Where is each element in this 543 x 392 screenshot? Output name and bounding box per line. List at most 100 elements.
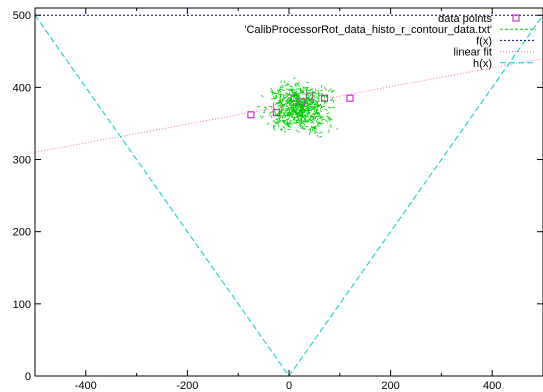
contour-segment xyxy=(308,128,312,131)
contour-segment xyxy=(290,115,294,119)
contour-segment xyxy=(286,113,290,116)
contour-segment xyxy=(306,112,308,116)
contour-segment xyxy=(289,122,293,125)
contour-segment xyxy=(293,116,297,119)
contour-segment xyxy=(308,119,313,122)
legend-label: linear fit xyxy=(453,47,492,59)
contour-segment xyxy=(318,114,323,117)
contour-segment xyxy=(301,105,305,108)
contour-segment xyxy=(314,96,318,98)
contour-segment xyxy=(316,117,319,121)
contour-segment xyxy=(307,92,311,94)
contour-segment xyxy=(296,92,301,95)
contour-segment xyxy=(317,122,322,125)
contour-segment xyxy=(293,116,296,121)
contour-segment xyxy=(278,113,282,116)
contour-segment xyxy=(278,89,282,93)
contour-segment xyxy=(296,112,298,116)
contour-segment xyxy=(303,108,307,111)
contour-segment xyxy=(330,124,332,128)
contour-segment xyxy=(309,114,313,118)
contour-segment xyxy=(303,98,306,101)
contour-segment xyxy=(273,114,277,117)
contour-segment xyxy=(295,106,298,109)
contour-segment xyxy=(317,97,320,100)
contour-segment xyxy=(313,129,317,133)
contour-segment xyxy=(326,120,329,123)
contour-segment xyxy=(297,107,299,111)
contour-segment xyxy=(272,119,275,122)
contour-segment xyxy=(263,109,266,112)
contour-segment xyxy=(279,114,282,117)
contour-segment xyxy=(276,89,280,94)
contour-segment xyxy=(291,114,293,119)
contour-segment xyxy=(324,101,328,104)
contour-segment xyxy=(288,89,292,92)
contour-segment xyxy=(297,119,300,122)
contour-segment xyxy=(274,95,276,99)
contour-segment xyxy=(316,103,320,106)
contour-segment xyxy=(290,99,295,102)
contour-segment xyxy=(292,118,296,121)
contour-segment xyxy=(287,101,290,104)
data-point xyxy=(272,109,280,117)
contour-segment xyxy=(316,134,318,138)
data-point xyxy=(346,94,354,102)
contour-segment xyxy=(319,116,323,119)
contour-segment xyxy=(323,105,326,108)
axes: -400 -200 0 200 400 0 100 200 300 400 500 xyxy=(13,7,543,392)
contour-segment xyxy=(281,89,286,92)
y-tick-label: 300 xyxy=(13,155,31,167)
contour-segment xyxy=(277,108,281,111)
contour-segment xyxy=(290,95,293,98)
contour-segment xyxy=(274,102,279,105)
contour-segment xyxy=(287,128,291,131)
contour-segment xyxy=(284,121,288,125)
contour-segment xyxy=(298,122,301,126)
contour-segment xyxy=(303,120,306,123)
contour-segment xyxy=(283,84,288,87)
contour-segment xyxy=(297,131,300,133)
contour-segment xyxy=(299,124,304,127)
contour-segment xyxy=(287,108,290,110)
contour-segment xyxy=(297,106,300,109)
contour-segment xyxy=(283,80,286,84)
contour-segment xyxy=(327,106,332,109)
contour-segment xyxy=(278,87,281,92)
contour-segment xyxy=(292,95,296,97)
contour-segment xyxy=(312,117,317,120)
contour-segment xyxy=(315,100,320,104)
contour-segment xyxy=(305,101,309,105)
contour-segment xyxy=(313,126,316,129)
contour-segment xyxy=(313,113,317,116)
contour-segment xyxy=(312,118,315,121)
contour-segment xyxy=(312,112,316,115)
contour-segment xyxy=(282,120,287,122)
contour-segment xyxy=(304,115,307,118)
contour-segment xyxy=(298,100,303,104)
plot-area xyxy=(35,14,543,376)
contour-segment xyxy=(323,102,326,105)
contour-segment xyxy=(271,90,273,93)
contour-segment xyxy=(277,92,281,96)
contour-segment xyxy=(295,111,300,114)
contour-segment xyxy=(287,126,292,128)
contour-segment xyxy=(267,122,270,126)
contour-segment xyxy=(278,118,281,121)
contour-segment xyxy=(272,127,276,131)
contour-segment xyxy=(273,121,277,124)
contour-segment xyxy=(288,108,291,113)
contour-segment xyxy=(285,94,289,99)
contour-segment xyxy=(316,105,320,108)
contour-segment xyxy=(304,88,308,91)
contour-segment xyxy=(285,109,290,111)
contour-segment xyxy=(305,90,308,93)
contour-segment xyxy=(305,97,309,99)
contour-segment xyxy=(261,115,264,119)
contour-segment xyxy=(295,94,300,97)
y-tick-label: 200 xyxy=(13,227,31,239)
contour-segment xyxy=(311,128,314,132)
contour-segment xyxy=(264,106,268,110)
contour-segment xyxy=(290,108,294,111)
